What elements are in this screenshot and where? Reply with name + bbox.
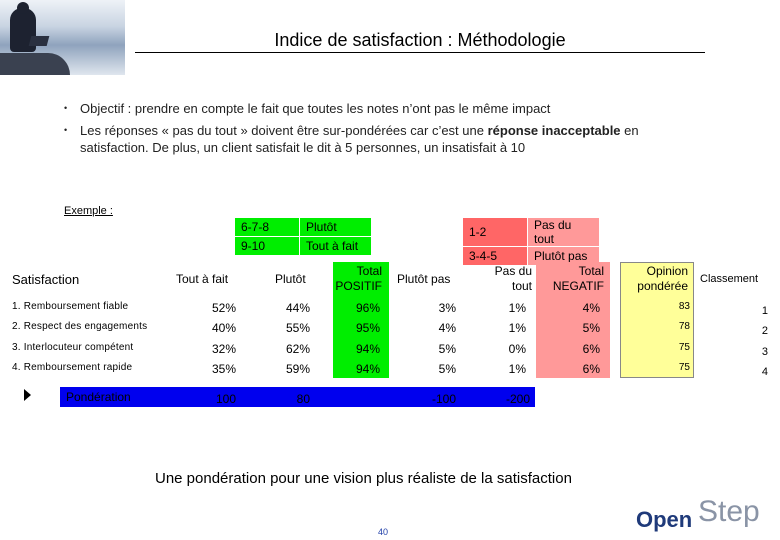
header-pas-du-tout: Pas du tout — [494, 264, 532, 293]
cell-opinion: 75 — [678, 342, 690, 353]
cell-total-negatif: 6% — [582, 342, 600, 356]
logo-step: Step — [698, 495, 760, 528]
bullet-text: Objectif : prendre en compte le fait que… — [80, 101, 551, 116]
header-total-positif: Total POSITIF — [335, 264, 382, 293]
conclusion-text: Une pondération pour une vision plus réa… — [155, 470, 572, 487]
header-photo — [0, 0, 125, 75]
ponderation-plutot-pas: -100 — [431, 392, 456, 406]
header-classement: Classement — [700, 273, 759, 285]
ponderation-plutot: 80 — [296, 392, 310, 406]
header-tout-a-fait: Tout à fait — [176, 272, 229, 286]
row-label: 2. Respect des engagements — [12, 321, 148, 332]
opinion-column — [620, 262, 694, 378]
openstep-logo: Open Step — [636, 495, 776, 535]
row-label: 3. Interlocuteur compétent — [12, 342, 134, 353]
legend-label: Plutôt — [299, 217, 372, 237]
legend-score: 9-10 — [234, 236, 300, 256]
total-positif-column — [333, 262, 389, 378]
cell-plutot-pas: 5% — [438, 342, 456, 356]
ponderation-pas-du-tout: -200 — [505, 392, 530, 406]
cell-total-positif: 95% — [355, 321, 380, 335]
bullet-text: Les réponses « pas du tout » doivent êtr… — [80, 123, 639, 155]
page-title: Indice de satisfaction : Méthodologie — [274, 30, 566, 50]
cell-total-positif: 94% — [355, 362, 380, 376]
cell-plutot: 59% — [285, 362, 310, 376]
header-satisfaction: Satisfaction — [12, 272, 80, 287]
cell-classement: 3 — [761, 346, 768, 358]
legend-negative: 1-2 Pas du tout 3-4-5 Plutôt pas — [462, 217, 600, 266]
bullet-dot: • — [64, 125, 68, 135]
cell-classement: 4 — [761, 366, 768, 378]
cell-pas-du-tout: 1% — [508, 362, 526, 376]
title-underline — [135, 52, 705, 53]
cell-tout-a-fait: 52% — [211, 301, 236, 315]
cell-plutot-pas: 3% — [438, 301, 456, 315]
header-plutot: Plutôt — [275, 272, 306, 286]
cell-plutot: 44% — [285, 301, 310, 315]
cell-total-positif: 96% — [355, 301, 380, 315]
page-number: 40 — [378, 527, 389, 537]
ponderation-label: Pondération — [66, 390, 131, 404]
row-label: 4. Remboursement rapide — [12, 362, 133, 373]
exemple-label: Exemple : — [64, 205, 113, 217]
cell-opinion: 75 — [678, 362, 690, 373]
bullet-dot: • — [64, 103, 68, 113]
cell-total-negatif: 5% — [582, 321, 600, 335]
cell-tout-a-fait: 35% — [211, 362, 236, 376]
cell-plutot-pas: 5% — [438, 362, 456, 376]
bullet-reponses: • Les réponses « pas du tout » doivent ê… — [64, 122, 704, 158]
legend-score: 1-2 — [462, 217, 528, 247]
ponderation-bar — [60, 387, 535, 407]
cell-classement: 2 — [761, 325, 768, 337]
cell-plutot: 55% — [285, 321, 310, 335]
cell-total-negatif: 6% — [582, 362, 600, 376]
legend-score: 6-7-8 — [234, 217, 300, 237]
cell-pas-du-tout: 1% — [508, 321, 526, 335]
legend-label: Tout à fait — [299, 236, 372, 256]
cell-total-positif: 94% — [355, 342, 380, 356]
cell-opinion: 83 — [678, 301, 690, 312]
cell-tout-a-fait: 40% — [211, 321, 236, 335]
row-label: 1. Remboursement fiable — [12, 301, 129, 312]
cell-pas-du-tout: 0% — [508, 342, 526, 356]
play-arrow-icon — [24, 389, 31, 401]
cell-opinion: 78 — [678, 321, 690, 332]
legend-label: Pas du tout — [527, 217, 600, 247]
cell-plutot-pas: 4% — [438, 321, 456, 335]
cell-classement: 1 — [761, 305, 768, 317]
cell-plutot: 62% — [285, 342, 310, 356]
cell-tout-a-fait: 32% — [211, 342, 236, 356]
total-negatif-column — [536, 262, 610, 378]
logo-open: Open — [636, 507, 693, 532]
header-plutot-pas: Plutôt pas — [397, 272, 451, 286]
cell-total-negatif: 4% — [582, 301, 600, 315]
header-total-negatif: Total NEGATIF — [552, 264, 604, 293]
legend-positive: 6-7-8 Plutôt 9-10 Tout à fait — [234, 217, 372, 256]
header-opinion: Opinion pondérée — [637, 264, 688, 293]
legend-score: 3-4-5 — [462, 246, 528, 266]
cell-pas-du-tout: 1% — [508, 301, 526, 315]
ponderation-tout: 100 — [215, 392, 236, 406]
